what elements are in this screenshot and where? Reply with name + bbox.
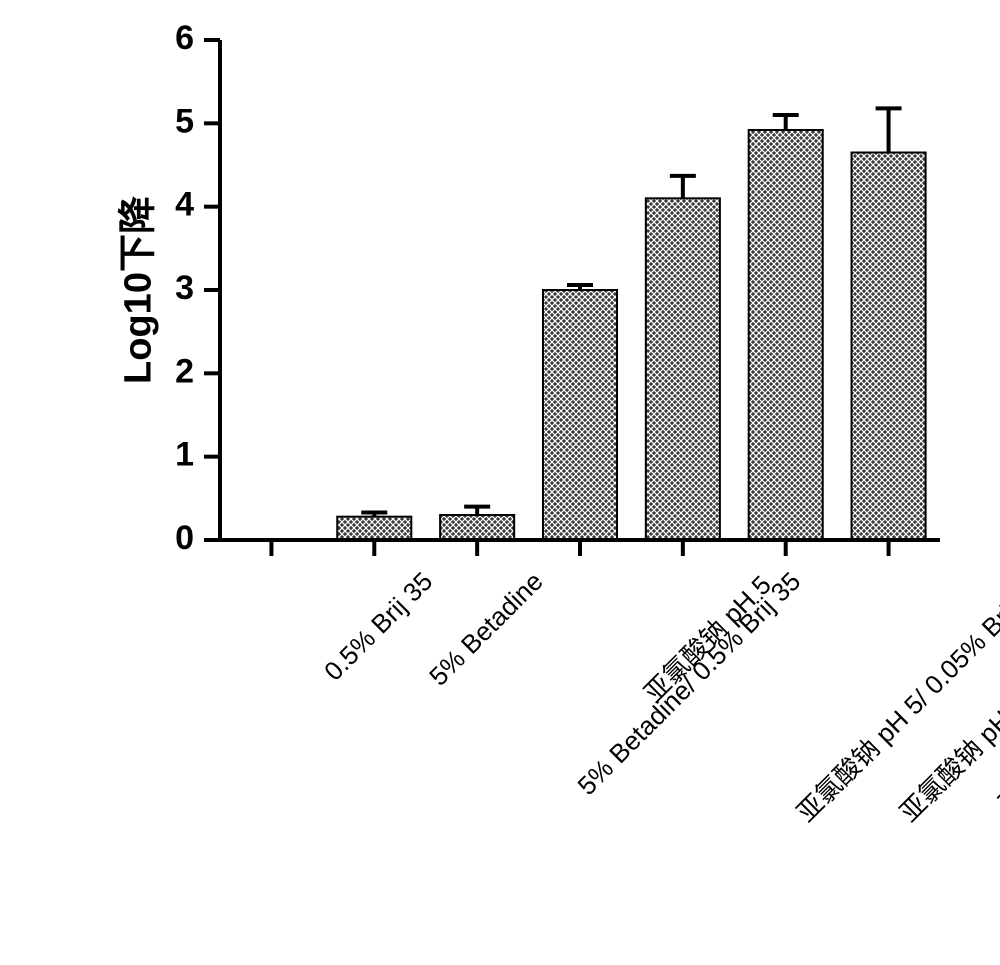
y-tick-label: 4 [175,186,194,224]
bar [543,290,617,540]
bar [337,517,411,540]
bar [852,153,926,541]
y-tick-label: 5 [175,102,194,140]
y-tick-label: 6 [175,19,194,57]
y-axis-label: Log10下降 [107,196,162,384]
bar [646,198,720,540]
bar [440,515,514,540]
y-tick-label: 2 [175,352,194,390]
y-tick-label: 3 [175,269,194,307]
y-tick-label: 0 [175,519,194,557]
bar [749,130,823,540]
bar-chart: 0123456 Log10下降 0.5% Brij 355% Betadine5… [0,0,1000,965]
y-tick-label: 1 [175,436,194,474]
chart-svg: 0 1 2 3 4 5 6 [0,0,1000,965]
